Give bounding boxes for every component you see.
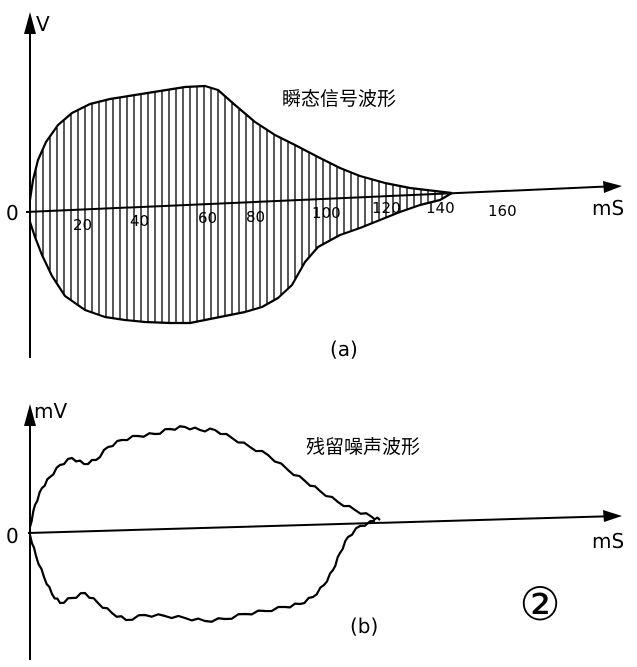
panel-a-caption: (a) xyxy=(330,337,358,361)
panel-b-x-axis xyxy=(27,515,619,534)
panel-a-title: 瞬态信号波形 xyxy=(282,88,396,110)
panel-b-caption: (b) xyxy=(350,614,378,638)
x-tick-label: 140 xyxy=(426,199,455,217)
panel-b-title: 残留噪声波形 xyxy=(306,436,420,458)
panel-b-x-unit: mS xyxy=(592,529,624,553)
panel-a-y-unit: V xyxy=(36,12,50,36)
x-tick-label: 160 xyxy=(488,202,517,220)
panel-b-upper-envelope xyxy=(28,425,381,528)
x-tick-label: 20 xyxy=(73,216,92,234)
x-tick-label: 120 xyxy=(372,199,401,217)
panel-a-origin-label: 0 xyxy=(6,201,19,225)
panel-a-upper-envelope xyxy=(28,84,453,201)
panel-a-x-unit: mS xyxy=(592,196,624,220)
panel-a-y-arrow xyxy=(24,12,36,34)
panel-b-x-arrow xyxy=(603,510,622,522)
panel-a-x-arrow xyxy=(603,181,622,193)
panel-a-x-tick-labels: 20 40 60 80 100 120 140 160 xyxy=(73,199,517,234)
figure-number: ② xyxy=(519,577,560,631)
x-tick-label: 100 xyxy=(312,204,341,222)
x-tick-label: 80 xyxy=(246,208,265,226)
x-tick-label: 60 xyxy=(198,209,217,227)
panel-a: V 0 mS 瞬态信号波形 (a) 20 40 60 80 100 120 140 160 xyxy=(6,12,624,361)
panel-b-origin-label: 0 xyxy=(6,524,19,548)
panel-b-y-arrow xyxy=(24,404,36,426)
panel-a-lower-envelope xyxy=(28,192,453,325)
panel-b: mV 0 mS 残留噪声波形 (b) ② xyxy=(6,399,624,660)
panel-b-lower-envelope xyxy=(28,519,376,623)
panel-b-y-unit: mV xyxy=(34,399,67,423)
x-tick-label: 40 xyxy=(130,212,149,230)
panel-a-x-axis xyxy=(25,185,619,213)
